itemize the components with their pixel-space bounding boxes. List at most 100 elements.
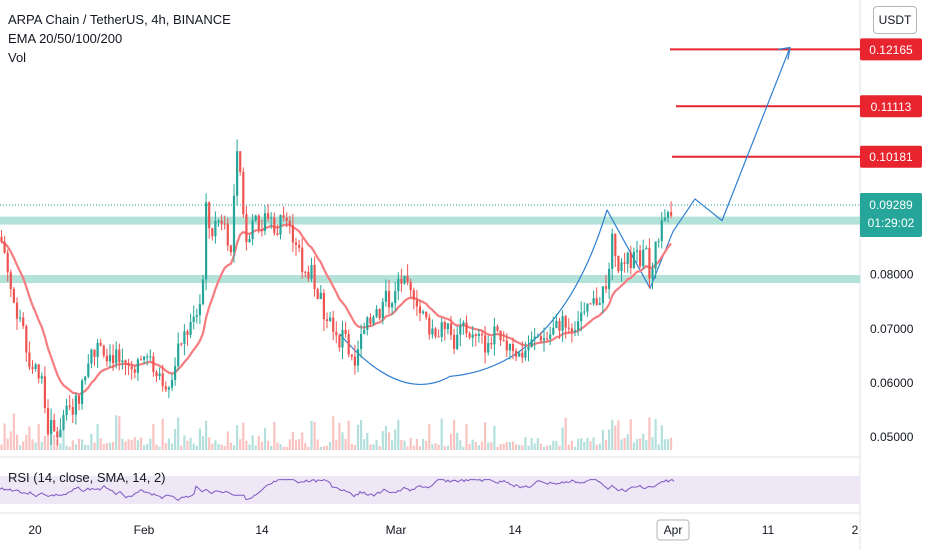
candle-body: [65, 405, 68, 416]
chart-legend: ARPA Chain / TetherUS, 4h, BINANCE EMA 2…: [8, 10, 231, 67]
volume-bar: [604, 439, 608, 450]
volume-bar: [87, 445, 90, 450]
target-price-label: 0.12165: [869, 43, 913, 57]
candle-body: [608, 268, 611, 289]
candle-body: [211, 228, 214, 237]
volume-bar: [409, 437, 412, 450]
candle-body: [490, 343, 493, 345]
volume-bar: [518, 444, 521, 450]
candle-body: [508, 344, 511, 351]
volume-bar: [353, 444, 356, 450]
volume-bar: [291, 431, 294, 450]
candle-body: [263, 213, 267, 231]
volume-bar: [611, 419, 614, 450]
volume-bar: [90, 433, 93, 450]
volume-bar: [515, 444, 518, 450]
candle-body: [530, 339, 533, 348]
candle-body: [583, 311, 586, 313]
volume-bar: [369, 444, 372, 450]
volume-bar: [146, 443, 149, 450]
volume-bar: [375, 440, 378, 450]
volume-bar: [130, 439, 133, 450]
volume-bar: [496, 446, 499, 450]
candle-body: [232, 195, 236, 253]
volume-bar: [570, 440, 573, 450]
volume-bar: [31, 439, 34, 450]
volume-bar: [338, 422, 341, 450]
volume-bar: [93, 442, 96, 450]
volume-bar: [267, 440, 270, 450]
candle-body: [96, 342, 99, 357]
volume-bar: [642, 433, 645, 450]
candle-body: [353, 356, 356, 366]
cup-curve: [339, 209, 608, 385]
volume-bar: [657, 444, 660, 450]
candle-body: [6, 252, 9, 273]
volume-bar: [195, 445, 198, 450]
volume-bar: [555, 440, 558, 450]
volume-bar: [583, 441, 586, 450]
price-tick-label: 0.05000: [870, 430, 914, 444]
candle-body: [425, 311, 428, 318]
volume-bar: [347, 420, 350, 450]
volume-bar: [3, 423, 6, 450]
volume-bar: [310, 420, 313, 450]
candle-body: [25, 326, 28, 353]
candle-body: [549, 334, 552, 339]
volume-bar: [177, 417, 180, 450]
volume-bar: [552, 440, 555, 450]
candle-body: [183, 331, 186, 344]
volume-bar: [425, 440, 428, 450]
volume-bar: [152, 423, 155, 450]
volume-bar: [428, 424, 431, 450]
volume-bar: [595, 444, 598, 450]
volume-bar: [490, 442, 493, 450]
volume-bar: [316, 439, 319, 450]
candle-body: [666, 212, 670, 218]
volume-bar: [167, 438, 170, 450]
candle-body: [28, 352, 31, 368]
candle-body: [40, 376, 43, 379]
candle-body: [654, 241, 657, 269]
candle-body: [105, 355, 108, 362]
candle-body: [394, 291, 397, 304]
volume-bar: [6, 438, 9, 450]
candle-body: [68, 405, 71, 408]
rsi-legend-label: RSI (14, close, SMA, 14, 2): [8, 470, 166, 485]
candle-body: [567, 327, 570, 329]
candle-body: [632, 251, 635, 268]
candle-body: [124, 360, 127, 364]
candle-body: [341, 329, 344, 348]
volume-bar: [186, 440, 189, 450]
volume-bar: [276, 442, 279, 450]
currency-button[interactable]: USDT: [873, 6, 917, 34]
candle-body: [381, 301, 384, 319]
candle-body: [118, 349, 121, 363]
volume-bar: [68, 446, 71, 450]
candle-body: [0, 236, 3, 242]
candle-body: [130, 366, 133, 370]
volume-bar: [329, 442, 332, 450]
volume-bar: [229, 442, 232, 450]
candle-body: [561, 316, 564, 331]
candle-body: [189, 322, 192, 335]
candle-body: [657, 240, 660, 242]
candle-body: [384, 290, 387, 302]
volume-bar: [127, 439, 130, 450]
projection-line: [672, 47, 791, 232]
candle-body: [422, 311, 425, 314]
volume-bar: [81, 439, 84, 450]
candle-body: [366, 317, 369, 330]
candle-body: [273, 217, 276, 234]
candle-body: [527, 347, 530, 351]
time-axis: 20 Feb 14 Mar 14 Apr 11 2: [28, 519, 859, 541]
volume-bar: [453, 419, 456, 450]
candle-body: [611, 233, 614, 269]
candle-body: [387, 290, 391, 308]
candle-body: [304, 271, 307, 273]
target-price-tag: [860, 145, 922, 168]
volume-bar: [115, 415, 118, 450]
candle-body: [186, 331, 189, 335]
candle-body: [437, 336, 440, 338]
